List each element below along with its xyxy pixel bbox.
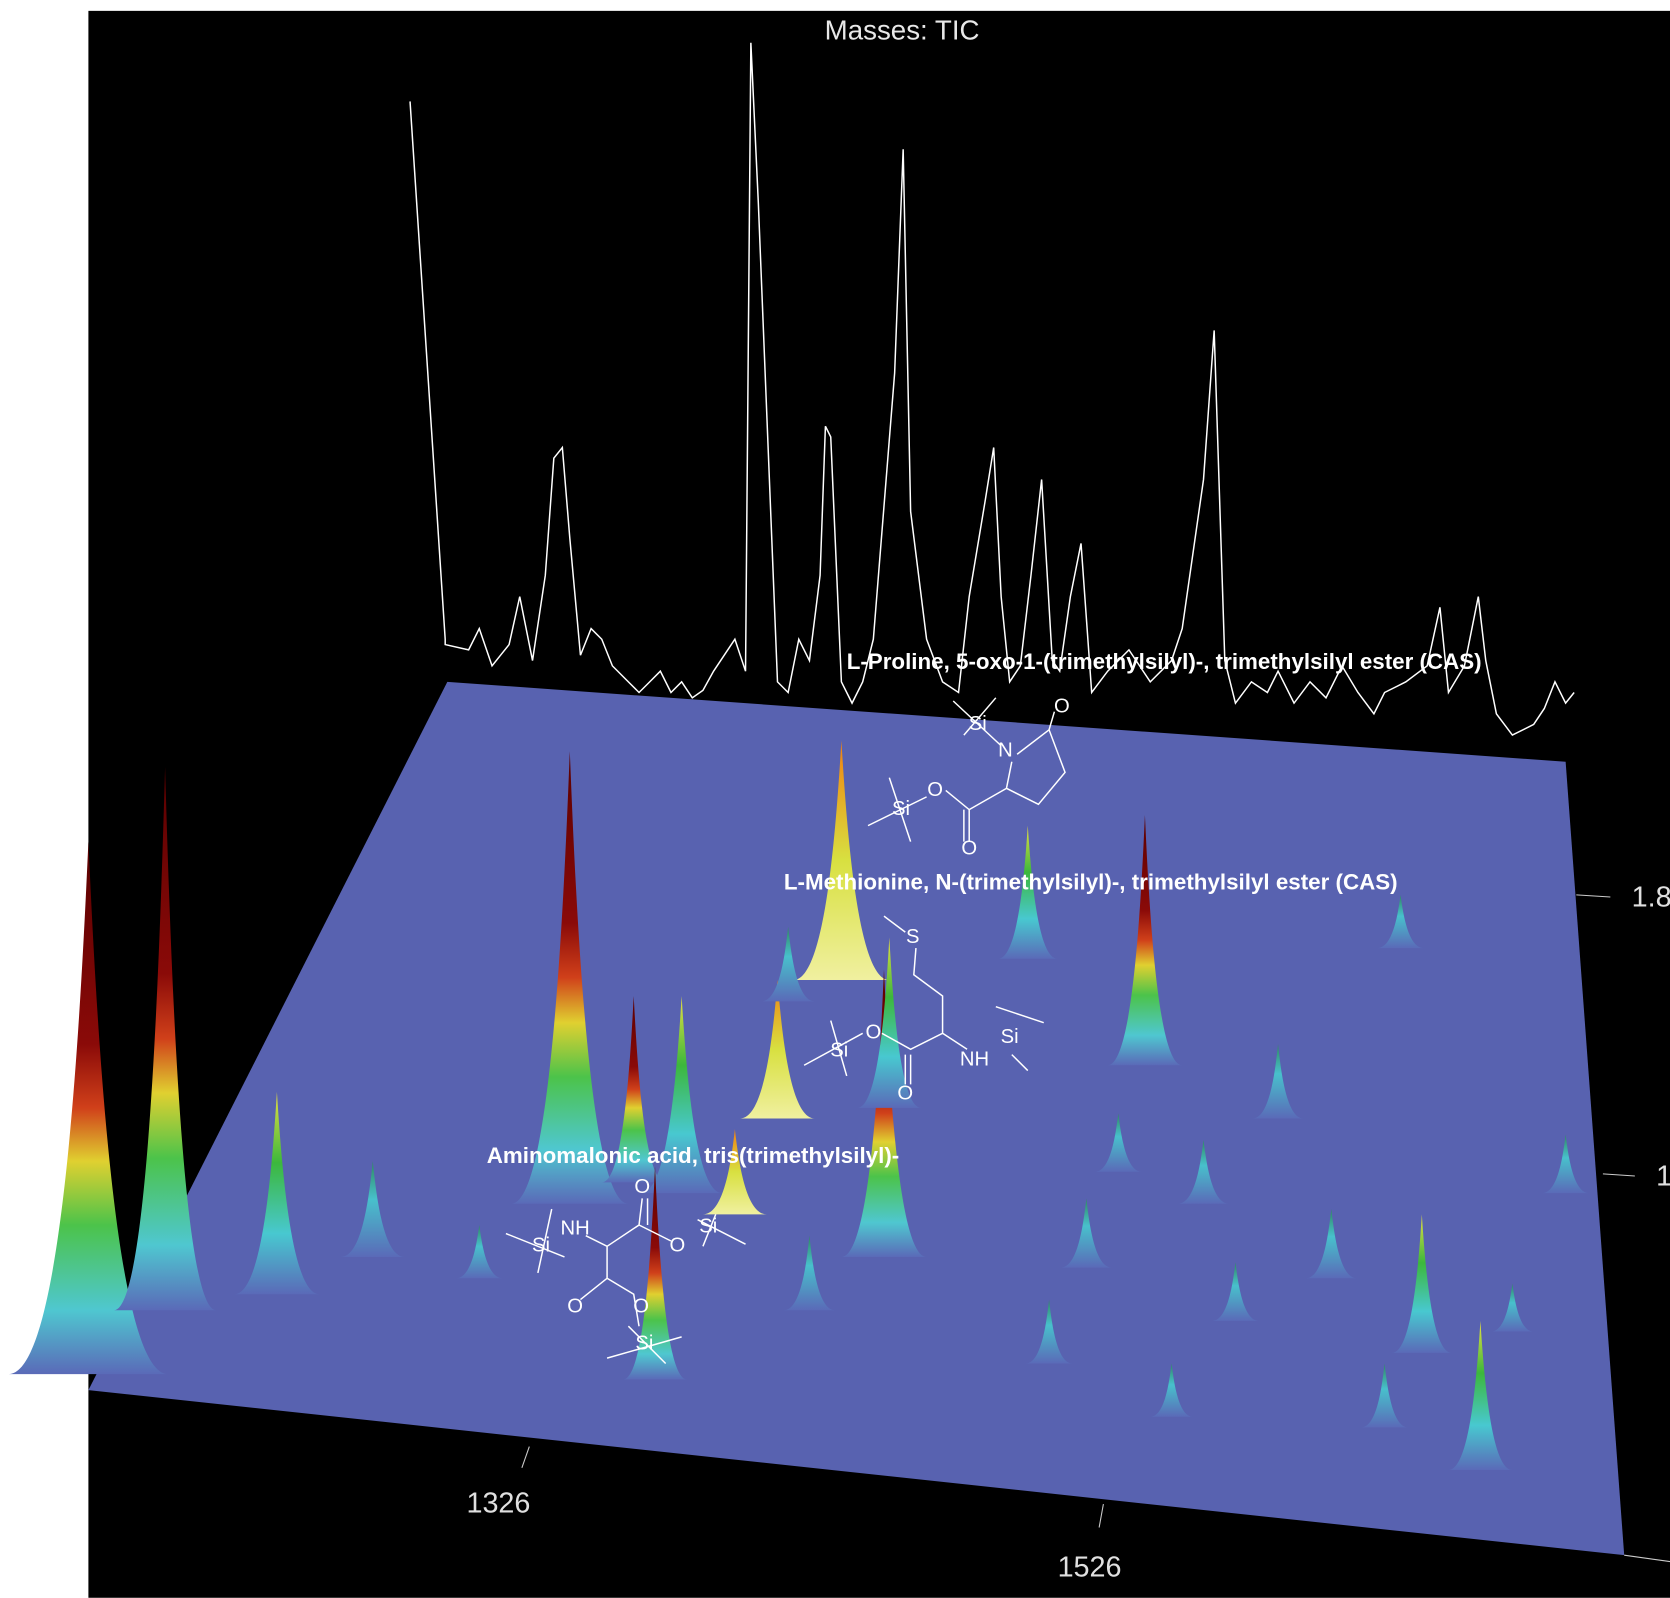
atom-label: Si (892, 798, 910, 820)
compound-label: Aminomalonic acid, tris(trimethylsilyl)- (487, 1143, 899, 1168)
atom-label: Si (969, 713, 987, 735)
atom-label: O (865, 1022, 881, 1044)
y-tick-label: 1.8 (1632, 882, 1670, 914)
atom-label: Si (699, 1215, 717, 1237)
atom-label: O (897, 1082, 913, 1104)
atom-label: O (633, 1295, 649, 1317)
compound-label: L-Methionine, N-(trimethylsilyl)-, trime… (784, 870, 1398, 895)
chart-title: Masses: TIC (825, 15, 980, 46)
atom-label: Si (635, 1333, 653, 1355)
atom-label: O (670, 1235, 686, 1257)
page: { "title": "Masses: TIC", "annotations":… (0, 0, 1670, 1598)
viewer: Masses: TIC 1.8 1 1326 1526 L-Proline, 5… (0, 0, 1670, 1598)
atom-label: O (961, 837, 977, 859)
atom-label: N (998, 739, 1013, 761)
atom-label: NH (960, 1048, 989, 1070)
atom-label: O (634, 1176, 650, 1198)
atom-label: Si (830, 1040, 848, 1062)
compound-label: L-Proline, 5-oxo-1-(trimethylsilyl)-, tr… (847, 649, 1482, 674)
atom-label: O (567, 1295, 583, 1317)
x-tick-label: 1526 (1058, 1551, 1122, 1583)
atom-label: NH (561, 1218, 590, 1240)
y-tick-label: 1 (1656, 1161, 1670, 1193)
atom-label: O (927, 779, 943, 801)
atom-label: O (1054, 696, 1070, 718)
x-tick-label: 1326 (466, 1488, 530, 1520)
atom-label: S (906, 926, 920, 948)
atom-label: Si (532, 1235, 550, 1257)
atom-label: Si (1001, 1026, 1019, 1048)
